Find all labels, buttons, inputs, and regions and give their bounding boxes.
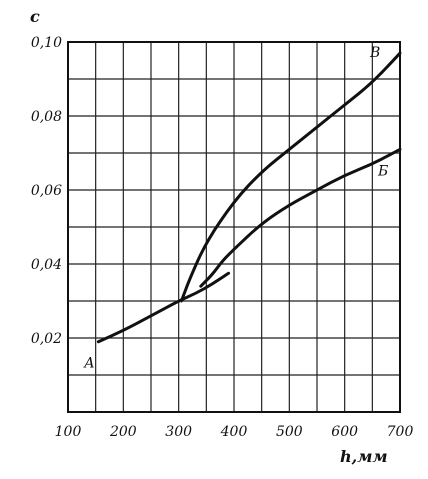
x-tick-label: 700	[387, 424, 414, 440]
y-tick-label: 0,10	[31, 35, 62, 51]
series-line-В	[179, 51, 402, 303]
series-layer	[96, 51, 402, 344]
plot-frame	[67, 41, 401, 413]
series-line-Б	[199, 147, 402, 288]
x-tick-label: 100	[55, 424, 82, 440]
x-tick-label: 600	[331, 424, 358, 440]
series-label-Б: Б	[377, 163, 388, 179]
series-label-A: A	[82, 356, 94, 372]
series-label-В: В	[369, 45, 380, 61]
x-tick-label: 400	[220, 424, 248, 440]
x-tick-label: 300	[165, 424, 192, 440]
grid-layer	[68, 42, 400, 412]
y-tick-label: 0,06	[31, 183, 62, 199]
label-layer: 100 200 300 400 500 600 700 0,02 0,04 0,06 0,08 0,1…	[31, 35, 414, 440]
y-axis-title: с	[30, 7, 40, 26]
x-axis-title: h,мм	[340, 447, 388, 466]
series-line-A	[96, 271, 230, 344]
x-tick-label: 500	[276, 424, 303, 440]
y-tick-label: 0,02	[31, 331, 62, 347]
frame-layer	[67, 41, 401, 413]
y-tick-label: 0,04	[31, 257, 62, 273]
y-tick-label: 0,08	[31, 109, 62, 125]
x-tick-label: 200	[109, 424, 137, 440]
